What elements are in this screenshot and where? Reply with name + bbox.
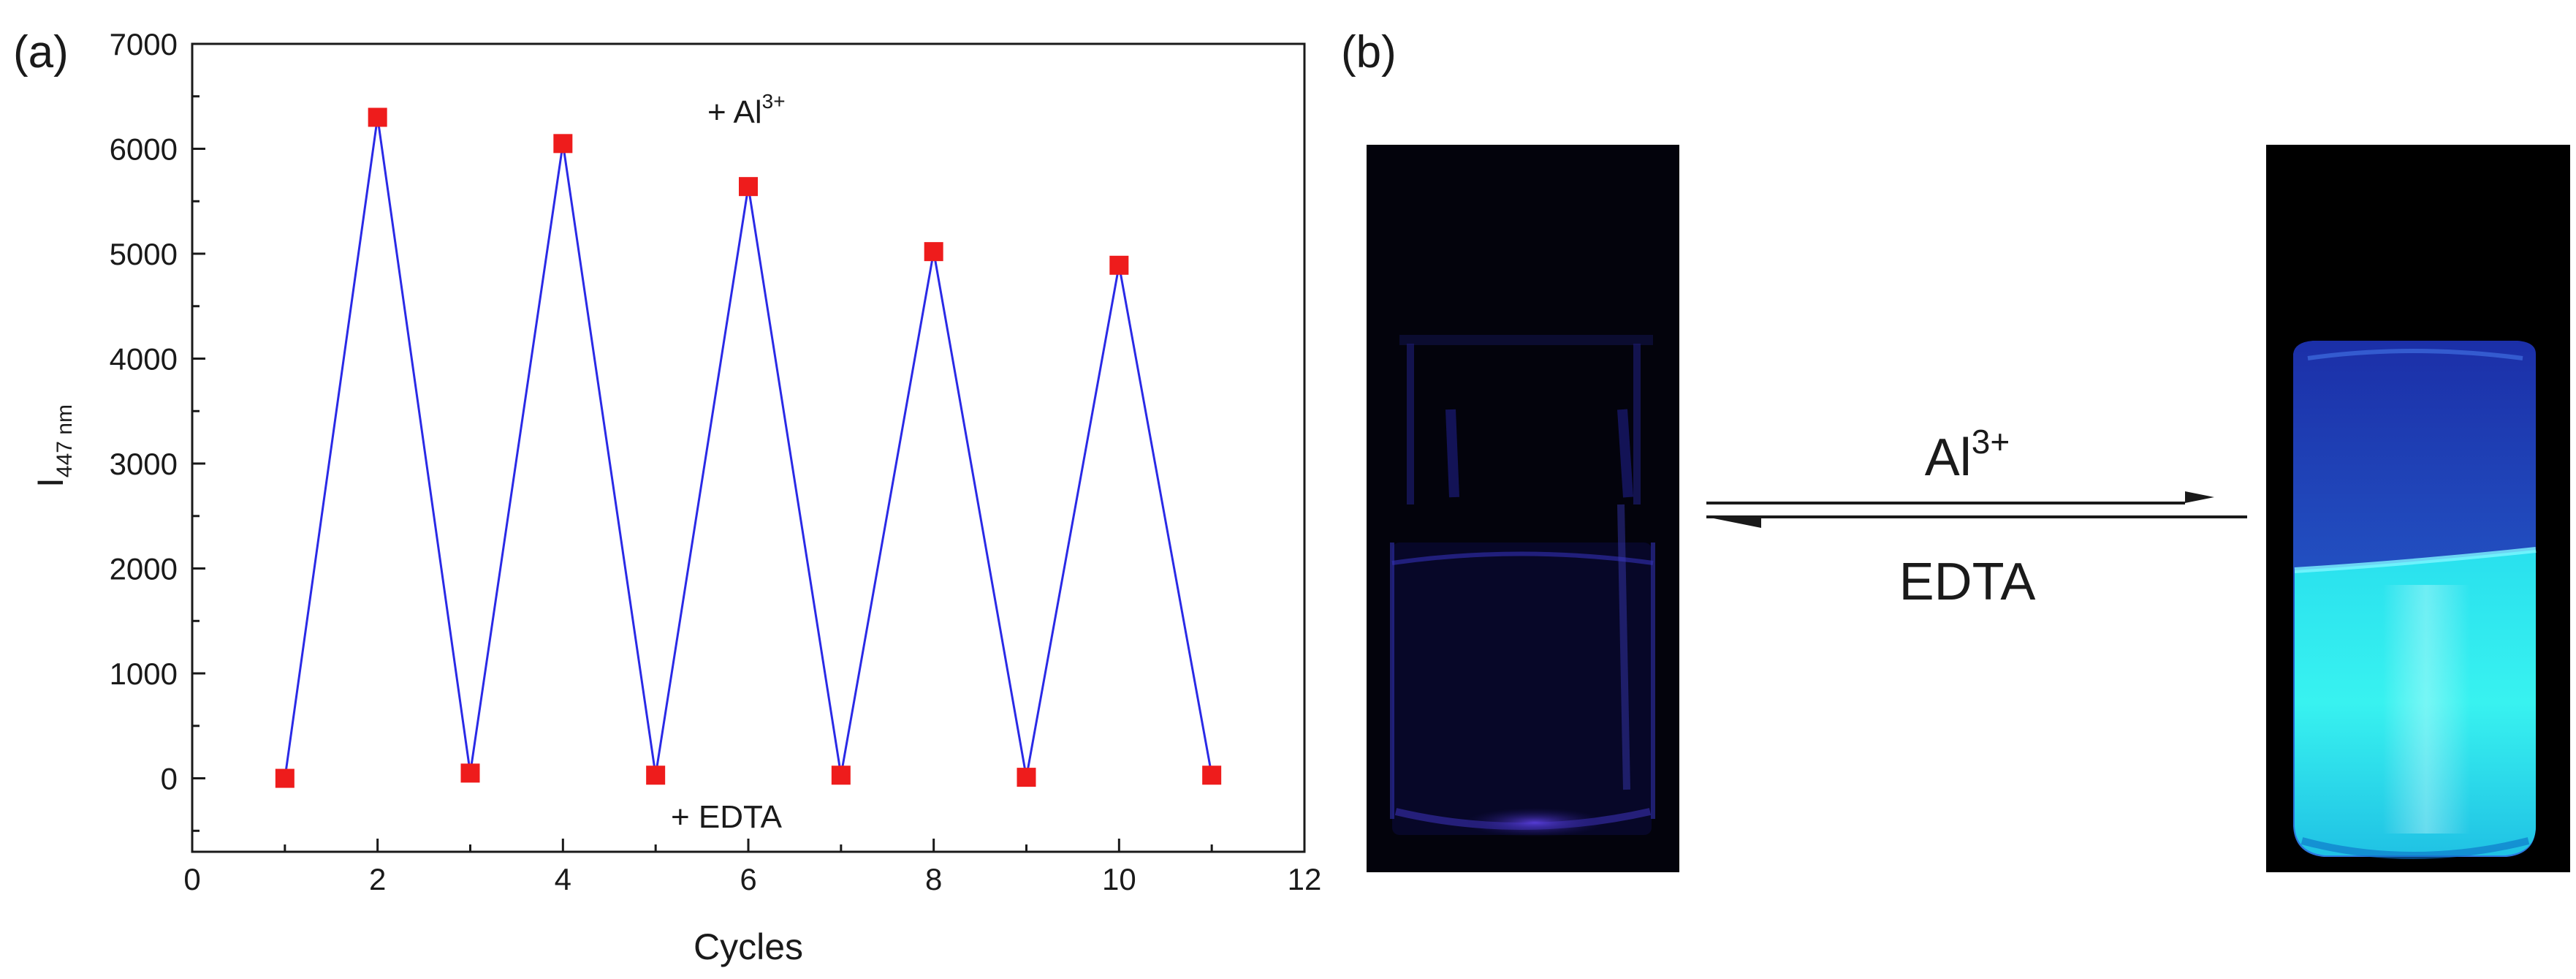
data-point-marker [275,768,295,788]
series-line-segment [284,117,379,779]
series-line-segment [376,117,471,774]
x-tick-label: 8 [925,862,942,896]
series-line-segment [932,251,1027,778]
arrow-label-al3-text: Al [1925,428,1972,487]
plot-frame [191,42,1306,853]
y-tick-label: 4000 [110,342,178,377]
arrow-label-edta: EDTA [1899,553,2036,611]
x-tick-label: 4 [555,862,571,896]
data-point-marker [924,242,943,262]
y-tick-label: 6000 [110,132,178,167]
y-tick-label: 5000 [110,237,178,271]
y-axis-label-main: I [30,477,71,488]
y-tick-label: 2000 [110,552,178,586]
vial-photo-before [1367,145,1679,872]
vial-photo-after [2266,145,2570,872]
series-line-group [284,117,1213,779]
x-axis-label: Cycles [694,926,803,967]
data-point-marker [1017,768,1036,787]
series-marker-group [275,107,1222,788]
panel-b: (b) Al3+ EDTA [1341,27,2570,872]
annotation-add-al3-text: + Al [707,94,762,130]
y-tick-label: 1000 [110,657,178,691]
data-point-marker [1202,766,1222,785]
y-axis-ticks [192,42,205,832]
data-point-marker [553,134,573,154]
panel-a: (a) 0 1000 2000 3000 4000 5000 6000 7000 0 2 4 6 8 1… [13,27,1321,967]
data-point-marker [739,177,758,197]
arrow-label-al3: Al3+ [1925,423,2010,487]
equilibrium-arrows: Al3+ EDTA [1706,423,2247,611]
data-point-marker [460,763,480,783]
series-line-segment [654,186,750,776]
x-axis-tick-labels: 0 2 4 6 8 10 12 [183,862,1321,896]
x-axis-ticks [191,839,1306,852]
panel-b-label: (b) [1341,27,1397,78]
annotation-add-al3: + Al3+ [707,90,786,130]
y-tick-label: 7000 [110,27,178,61]
data-point-marker [368,107,387,127]
x-tick-label: 2 [369,862,386,896]
y-tick-label: 0 [161,762,178,796]
x-tick-label: 12 [1288,862,1322,896]
y-tick-label: 3000 [110,447,178,481]
series-line-segment [561,143,657,776]
arrow-label-al3-sup: 3+ [1972,423,2010,461]
x-tick-label: 10 [1102,862,1136,896]
x-tick-label: 0 [183,862,200,896]
series-line-segment [1025,265,1120,778]
y-axis-tick-labels: 0 1000 2000 3000 4000 5000 6000 7000 [110,27,178,796]
data-point-marker [646,766,666,785]
y-axis-label-sub: 447 nm [53,404,77,477]
y-axis-label: I447 nm [30,404,77,488]
arrow-forward-head [2185,491,2214,503]
series-line-segment [747,186,843,776]
data-point-marker [1109,255,1129,275]
annotation-add-edta: + EDTA [671,799,783,835]
series-line-segment [840,251,935,776]
data-point-marker [831,766,851,785]
series-line-segment [469,143,564,774]
series-line-segment [1117,265,1213,776]
panel-a-label: (a) [13,27,69,78]
arrow-reverse-head [1706,517,1761,528]
x-tick-label: 6 [740,862,756,896]
annotation-add-al3-sup: 3+ [762,90,786,113]
